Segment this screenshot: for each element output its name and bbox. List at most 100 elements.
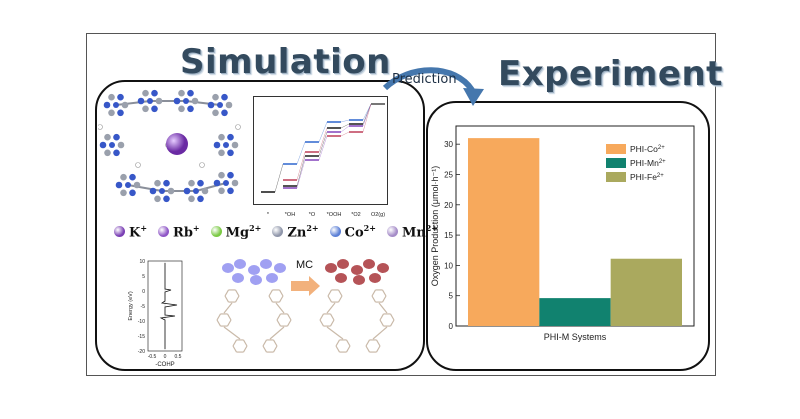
structure-bond xyxy=(365,339,371,347)
molecule-atom xyxy=(154,179,161,187)
molecule-atom xyxy=(218,187,225,195)
molecule-atom xyxy=(120,173,127,181)
structure-bond xyxy=(278,289,284,297)
charge-density-lobe xyxy=(248,265,260,275)
molecule-atom xyxy=(167,187,175,195)
molecule-atom xyxy=(129,189,136,197)
structure-bond xyxy=(371,295,377,303)
molecule-atom xyxy=(178,105,185,113)
structure-bond xyxy=(224,289,230,297)
ion-item: Zn2+ xyxy=(272,223,319,241)
ion-sphere-icon xyxy=(114,226,125,238)
energy-x-tick: *O xyxy=(309,212,316,218)
structure-bond xyxy=(345,339,351,347)
chart-y-axis-label: Oxygen Production (μmol·h⁻¹) xyxy=(430,166,440,286)
molecule-bond xyxy=(185,100,221,106)
charge-density-lobe xyxy=(234,259,246,269)
structure-bond xyxy=(345,345,351,353)
molecule-atom xyxy=(163,179,170,187)
energy-x-tick: * xyxy=(267,212,270,218)
ion-charge: 2+ xyxy=(363,223,376,233)
structure-bond xyxy=(375,345,381,353)
molecule-atom xyxy=(117,109,124,117)
structure-bond xyxy=(371,289,377,297)
molecule-atom xyxy=(223,142,229,148)
structure-bond xyxy=(381,289,387,297)
chart-legend-label: PHI-Mn2+ xyxy=(630,158,666,168)
ion-charge: + xyxy=(192,223,200,233)
energy-connector xyxy=(296,159,306,189)
ion-charge: 2+ xyxy=(425,223,439,233)
structure-bond xyxy=(326,326,344,340)
cohp-y-tick: -20 xyxy=(138,349,145,355)
ion-symbol: Co xyxy=(344,225,364,241)
chart-y-tick-label: 0 xyxy=(449,322,454,331)
molecule-atom xyxy=(235,124,241,130)
outer-frame xyxy=(86,33,716,376)
structure-bond xyxy=(232,339,238,347)
chart-legend-charge: 2+ xyxy=(658,145,665,151)
structure-bond xyxy=(329,319,335,327)
structure-bond xyxy=(223,326,241,340)
molecule-atom xyxy=(218,149,225,157)
prediction-arrow-head xyxy=(463,88,484,106)
structure-bond xyxy=(234,295,240,303)
chart-legend-label: PHI-Co2+ xyxy=(630,144,665,154)
ion-symbol: K xyxy=(129,225,141,241)
molecule-bond xyxy=(127,184,163,192)
chart-bar-1 xyxy=(468,138,540,326)
energy-x-tick: *OH xyxy=(285,212,295,218)
energy-connector xyxy=(362,103,372,133)
charge-density-lobe xyxy=(363,259,375,269)
ion-sphere-icon xyxy=(158,226,170,238)
mc-label: MC xyxy=(296,259,314,271)
molecule-atom xyxy=(197,195,204,203)
molecule-atom xyxy=(193,188,199,194)
charge-density-lobe xyxy=(260,259,272,269)
ion-charge: 2+ xyxy=(306,223,319,233)
cohp-plot: 10 5 0 -5 -10 -15 -20-0.5 0 0.5 Energy (eV) -COHP xyxy=(128,259,183,368)
energy-connector xyxy=(340,125,350,133)
molecule-atom xyxy=(191,97,199,105)
structure-bond xyxy=(379,313,385,321)
structure-bond xyxy=(319,319,325,327)
chart-y-tick-label: 25 xyxy=(444,170,453,179)
cohp-y-tick: -5 xyxy=(141,304,146,310)
molecule-atom xyxy=(223,180,229,186)
structure-bond xyxy=(224,295,230,303)
molecule-atom xyxy=(120,189,127,197)
molecule-atom xyxy=(142,105,149,113)
simulation-title: Simulation xyxy=(180,42,391,82)
molecule-atom xyxy=(155,97,163,105)
ion-item: Mn2+ xyxy=(386,223,439,241)
chart-legend-charge: 2+ xyxy=(657,173,664,179)
chart-legend-label: PHI-Fe2+ xyxy=(630,172,664,182)
phi-structure-image xyxy=(98,89,241,203)
structure-bond xyxy=(381,295,387,303)
ion-item: Mg2+ xyxy=(210,223,261,240)
structure-bond xyxy=(329,313,335,321)
ion-symbol: Zn xyxy=(287,225,307,241)
molecule-atom xyxy=(213,179,221,187)
structure-bond xyxy=(226,313,232,321)
molecule-atom xyxy=(99,141,107,149)
molecule-atom xyxy=(199,162,205,168)
ion-charge: + xyxy=(140,223,148,233)
charge-density-lobe xyxy=(232,273,244,283)
molecule-atom xyxy=(121,101,129,109)
structure-bond xyxy=(319,313,325,321)
structure-bond xyxy=(262,345,268,353)
cohp-y-label: Energy (eV) xyxy=(128,291,134,321)
structure-bond xyxy=(375,339,381,347)
molecule-atom xyxy=(188,179,195,187)
molecule-atom xyxy=(227,133,234,141)
molecule-atom xyxy=(212,93,219,101)
molecule-atom xyxy=(154,195,161,203)
ion-symbol: Mn xyxy=(401,225,426,241)
molecule-atom xyxy=(104,149,111,157)
structure-bond xyxy=(286,319,292,327)
structure-bond xyxy=(276,313,282,321)
prediction-label: Prediction xyxy=(392,72,457,87)
molecule-atom xyxy=(108,109,115,117)
structure-bond xyxy=(269,326,285,340)
